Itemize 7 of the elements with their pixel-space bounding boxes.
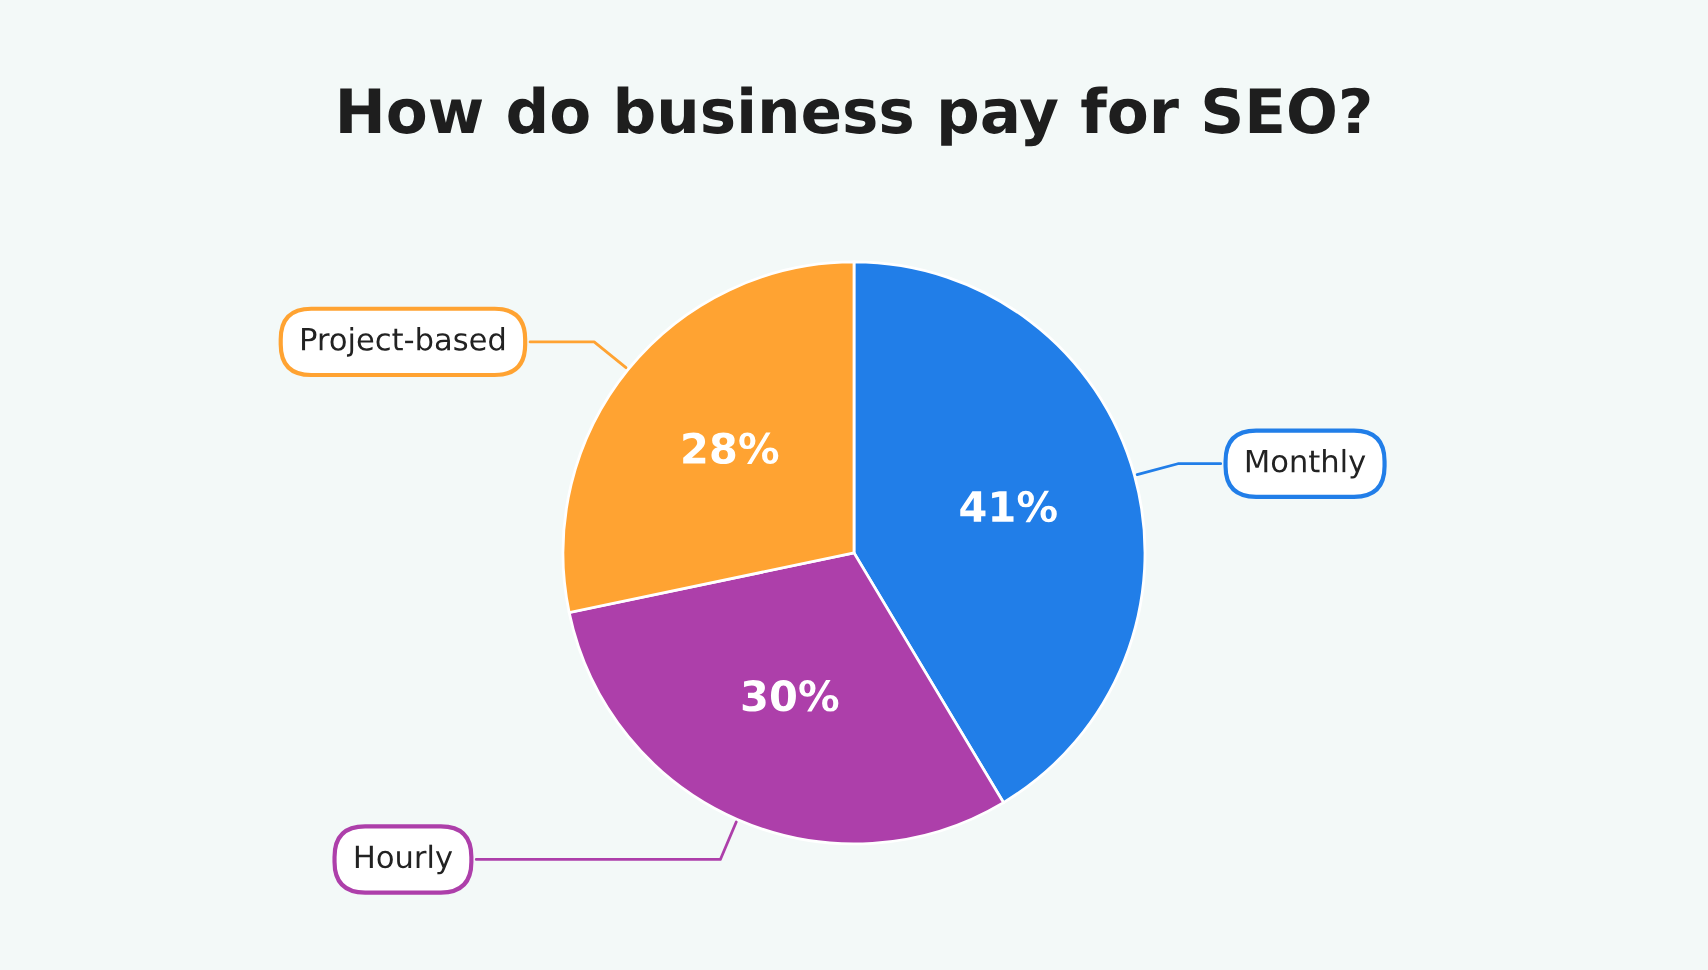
slice-label: Monthly bbox=[1246, 448, 1366, 479]
data-label: 41% bbox=[960, 490, 1057, 523]
data-label: 30% bbox=[742, 680, 839, 712]
data-label: 28% bbox=[683, 432, 779, 465]
slice-label: Project-based bbox=[302, 327, 505, 357]
slice-label: Hourly bbox=[355, 844, 453, 875]
chart-title: How do business pay for SEO? bbox=[340, 86, 1370, 147]
